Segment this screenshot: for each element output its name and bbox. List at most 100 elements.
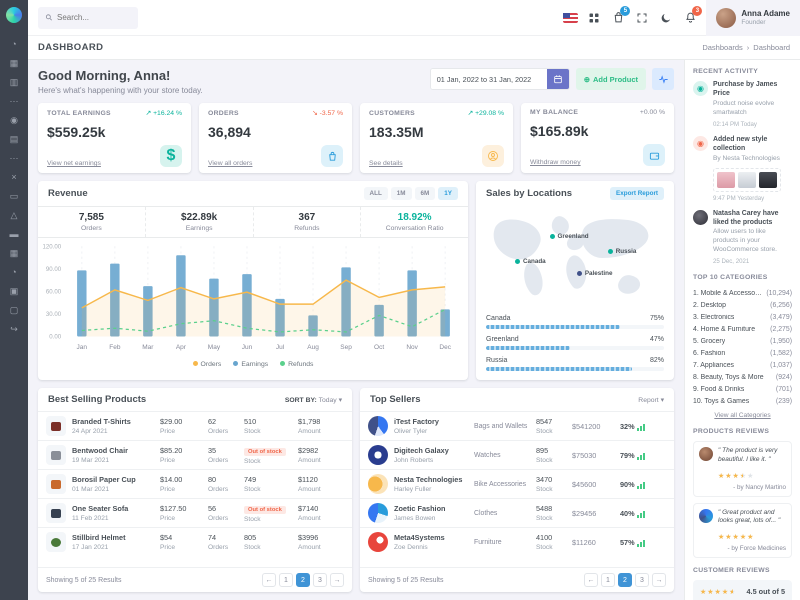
logout-icon: ↪ [10, 324, 18, 334]
sidebar-item-icons[interactable]: × [0, 168, 28, 187]
table-row[interactable]: Nesta Technologies Harley Fuller Bike Acc… [360, 469, 674, 498]
page-2-button[interactable]: 2 [618, 573, 632, 587]
cart-button[interactable]: 5 [606, 5, 631, 31]
map-marker-canada[interactable]: Canada [514, 258, 546, 265]
next-page-button[interactable]: → [330, 573, 344, 587]
tab-all[interactable]: ALL [363, 187, 388, 200]
view-all-categories-link[interactable]: View all Categories [714, 412, 771, 420]
breadcrumb-parent[interactable]: Dashboards [702, 43, 743, 52]
map-icon: ▢ [9, 305, 19, 315]
sidebar-item-authentication[interactable]: ◉ [0, 111, 28, 130]
search-input[interactable] [57, 13, 131, 22]
seller-logo [368, 445, 388, 465]
location-progress-list: Canada 75% Greenland 47% Russia 82% [476, 310, 674, 380]
sidebar-item-logout[interactable]: ↪ [0, 320, 28, 339]
sidebar-item-widgets[interactable]: ··· [0, 149, 28, 168]
sidebar-item-pages[interactable]: ··· [0, 92, 28, 111]
tab-6m[interactable]: 6M [414, 187, 436, 200]
stat-link[interactable]: View net earnings [47, 160, 101, 167]
bank-icon: ▬ [9, 229, 19, 239]
product-thumb-bag[interactable] [759, 171, 777, 188]
table-row[interactable]: Branded T-Shirts 24 Apr 2021 $29.00 Price … [38, 411, 352, 440]
table-row[interactable]: Stillbird Helmet 17 Jan 2021 $54 Price 74 O… [38, 527, 352, 556]
greeting-title: Good Morning, Anna! [38, 68, 171, 83]
tab-1y[interactable]: 1Y [438, 187, 458, 200]
revenue-card: Revenue ALL 1M 6M 1Y 7,585 Orders $22.89k… [38, 181, 468, 380]
table-row[interactable]: iTest Factory Oliver Tyler Bags and Walle… [360, 411, 674, 440]
calendar-button[interactable] [546, 69, 569, 89]
user-role: Founder [741, 19, 766, 26]
sidebar-item-finance[interactable]: ▬ [0, 225, 28, 244]
date-range-input[interactable] [430, 69, 547, 89]
prev-page-button[interactable]: ← [262, 573, 276, 587]
svg-text:Jul: Jul [276, 344, 285, 351]
fullscreen-button[interactable] [630, 5, 654, 31]
page-2-button[interactable]: 2 [296, 573, 310, 587]
sidebar-item-media[interactable]: ▣ [0, 282, 28, 301]
briefcase-icon: ▭ [9, 191, 19, 201]
tab-1m[interactable]: 1M [390, 187, 412, 200]
out-of-stock-badge: Out of stock [244, 447, 286, 456]
page-1-button[interactable]: 1 [279, 573, 293, 587]
svg-text:Feb: Feb [109, 344, 121, 351]
notifications-button[interactable]: 3 [678, 5, 703, 31]
app-logo[interactable] [6, 7, 22, 23]
sidebar-item-tables[interactable]: ▦ [0, 244, 28, 263]
map-marker-palestine[interactable]: Palestine [576, 270, 612, 277]
svg-text:90.00: 90.00 [46, 266, 62, 273]
stat-link[interactable]: View all orders [208, 160, 253, 167]
dollar-icon: $ [160, 145, 182, 167]
sidebar-item-invoices[interactable]: ▤ [0, 130, 28, 149]
page-3-button[interactable]: 3 [313, 573, 327, 587]
sidebar-item-history[interactable]: ◔ [0, 263, 28, 282]
apps-icon: ▦ [9, 58, 19, 68]
table-row[interactable]: Borosil Paper Cup 01 Mar 2021 $14.00 Price… [38, 469, 352, 498]
table-row[interactable]: Digitech Galaxy John Roberts Watches 895 S… [360, 440, 674, 469]
sidebar-item-layouts[interactable]: ▥ [0, 73, 28, 92]
best-selling-table: Branded T-Shirts 24 Apr 2021 $29.00 Price … [38, 411, 352, 567]
user-menu[interactable]: Anna Adame Founder [706, 0, 800, 36]
product-thumb-jacket[interactable] [717, 171, 735, 188]
table-row[interactable]: Zoetic Fashion James Bowen Clothes 5488 St… [360, 498, 674, 527]
user-icon: ◉ [10, 115, 18, 125]
seller-logo [368, 532, 388, 552]
table-row[interactable]: Meta4Systems Zoe Dennis Furniture 4100 Sto… [360, 527, 674, 556]
next-page-button[interactable]: → [652, 573, 666, 587]
stat-label: MY BALANCE [530, 109, 579, 116]
bar-chart-icon [636, 539, 645, 547]
activity-shortcut-button[interactable] [652, 68, 674, 90]
add-product-button[interactable]: ⊕ Add Product [575, 68, 646, 90]
web-apps-button[interactable] [582, 5, 606, 31]
prev-page-button[interactable]: ← [584, 573, 598, 587]
sidebar-item-labs[interactable]: △ [0, 206, 28, 225]
dots-icon: ··· [9, 153, 19, 163]
location-row-russia: Russia 82% [486, 357, 664, 371]
marker-dot [514, 259, 520, 264]
stat-value: 183.35M [369, 124, 424, 140]
refunds-count: 367 [298, 212, 316, 223]
product-thumb-camera[interactable] [738, 171, 756, 188]
dark-mode-button[interactable] [654, 5, 678, 31]
sidebar-item-jobs[interactable]: ▭ [0, 187, 28, 206]
language-flag-button[interactable] [558, 5, 582, 31]
calendar-icon [553, 75, 562, 84]
out-of-stock-badge: Out of stock [244, 505, 286, 514]
stat-link[interactable]: See details [369, 160, 403, 167]
export-report-button[interactable]: Export Report [610, 187, 664, 200]
trend-up-icon: ↗ [145, 110, 152, 117]
map-marker-greenland[interactable]: Greenland [549, 233, 589, 240]
page-1-button[interactable]: 1 [601, 573, 615, 587]
category-row: 9. Food & Drinks (701) [693, 385, 792, 393]
map-marker-russia[interactable]: Russia [607, 248, 636, 255]
sidebar-item-dashboards[interactable]: ◔ [0, 35, 28, 54]
table-row[interactable]: One Seater Sofa 11 Feb 2021 $127.50 Price … [38, 498, 352, 527]
sidebar-item-maps[interactable]: ▢ [0, 301, 28, 320]
page-3-button[interactable]: 3 [635, 573, 649, 587]
stat-label: TOTAL EARNINGS [47, 109, 111, 117]
us-flag-icon [562, 12, 578, 23]
stat-link[interactable]: Withdraw money [530, 159, 581, 166]
table-row[interactable]: Bentwood Chair 19 Mar 2021 $85.20 Price 35… [38, 440, 352, 469]
sort-by-dropdown[interactable]: SORT BY: Today ▾ [284, 396, 342, 404]
sidebar-item-apps[interactable]: ▦ [0, 54, 28, 73]
report-dropdown[interactable]: Report ▾ [638, 396, 664, 404]
